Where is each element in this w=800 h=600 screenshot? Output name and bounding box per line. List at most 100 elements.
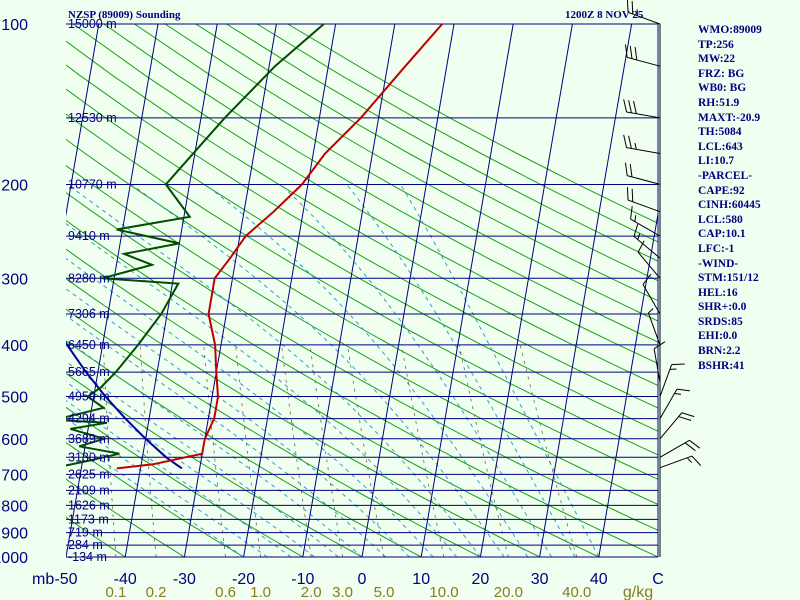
wind-barb-flag bbox=[634, 47, 638, 61]
wind-barb-flag bbox=[628, 135, 632, 149]
mixing-ratio-label: 40.0 bbox=[562, 584, 591, 600]
stat-item: LI:10.7 bbox=[698, 155, 735, 168]
isotherm bbox=[124, 24, 218, 557]
wind-barb bbox=[623, 99, 661, 119]
wind-barbs bbox=[623, 0, 702, 557]
wind-barb-half-flag bbox=[674, 392, 682, 395]
stat-item: CAPE:92 bbox=[698, 184, 745, 197]
wind-barb-shaft bbox=[627, 56, 661, 67]
wind-barb-flag bbox=[676, 388, 690, 392]
wind-barb-flag bbox=[642, 273, 652, 285]
wind-barb-shaft bbox=[659, 455, 693, 469]
wind-barb-shaft bbox=[627, 11, 661, 25]
isotherm bbox=[420, 24, 514, 557]
wind-barb-flag bbox=[624, 44, 628, 58]
wind-barb bbox=[626, 0, 661, 25]
temperature-tick-label: 10 bbox=[412, 571, 430, 588]
height-label: 5665 m bbox=[68, 365, 110, 379]
height-label: 3130 m bbox=[68, 450, 110, 464]
wind-barb-flag bbox=[624, 162, 628, 176]
wind-barb-shaft bbox=[659, 439, 690, 458]
pressure-tick-label: 200 bbox=[1, 177, 28, 194]
height-label: 7306 m bbox=[68, 307, 110, 321]
stat-item: TP:256 bbox=[698, 38, 734, 51]
wind-barb-flag bbox=[626, 187, 629, 201]
wind-barb-shaft bbox=[633, 235, 661, 259]
sounding-profiles bbox=[66, 24, 443, 470]
wind-barb bbox=[659, 363, 685, 397]
temperature-tick-label: -10 bbox=[291, 571, 314, 588]
wind-barb-shaft bbox=[626, 147, 661, 154]
wind-barb bbox=[642, 273, 661, 315]
wind-barb bbox=[624, 44, 661, 67]
pressure-tick-label: 500 bbox=[1, 390, 28, 407]
mixing-ratio-label: 1.0 bbox=[250, 584, 271, 600]
wind-barb-flag bbox=[678, 416, 692, 421]
height-label: 719 m bbox=[68, 526, 103, 540]
wind-barb bbox=[630, 206, 661, 237]
stat-item: CAP:10.1 bbox=[698, 228, 746, 241]
sounding-indices-panel: WMO:89009 TP:256 MW:22 FRZ: BG WB0: BG RH:51.… bbox=[698, 23, 762, 373]
mixing-ratio-label: 5.0 bbox=[374, 584, 395, 600]
isotherm bbox=[302, 24, 396, 557]
height-label: 6450 m bbox=[68, 338, 110, 352]
moist-adiabat bbox=[66, 399, 292, 557]
wind-barb-flag bbox=[623, 99, 628, 113]
wind-barb-flag bbox=[623, 134, 628, 148]
temperature-tick-label: -50 bbox=[54, 571, 77, 588]
stat-item: LCL:580 bbox=[698, 213, 743, 226]
wind-barb-shaft bbox=[627, 199, 661, 213]
stat-item: RH:51.9 bbox=[698, 96, 740, 109]
pressure-tick-label: 900 bbox=[1, 526, 28, 543]
valid-time: 1200Z 8 NOV 25 bbox=[565, 9, 644, 21]
wind-barb-half-flag bbox=[637, 233, 641, 240]
wind-barb bbox=[659, 455, 702, 469]
pressure-tick-label: 1000 bbox=[0, 550, 28, 567]
stat-item: CINH:60445 bbox=[698, 199, 761, 212]
isotherm bbox=[598, 211, 658, 557]
temperature-tick-label: -30 bbox=[173, 571, 196, 588]
wind-barb-shaft bbox=[637, 251, 661, 279]
isotherm bbox=[479, 24, 573, 557]
pressure-tick-label: 300 bbox=[1, 271, 28, 288]
height-label: 1173 m bbox=[68, 512, 109, 526]
wind-barb-flag bbox=[631, 188, 634, 202]
pressure-tick-label: 400 bbox=[1, 338, 28, 355]
height-label: 10770 m bbox=[68, 177, 117, 191]
wind-barb-shaft bbox=[642, 284, 661, 315]
height-label: 12530 m bbox=[68, 111, 117, 125]
wind-barb-flag bbox=[653, 341, 666, 350]
isotherm bbox=[539, 24, 633, 557]
height-label: 15000 m bbox=[68, 17, 117, 31]
isotherm bbox=[243, 24, 337, 557]
height-label: 4294 m bbox=[68, 412, 110, 426]
wind-barb bbox=[659, 439, 701, 458]
wind-barb bbox=[626, 187, 661, 213]
height-label: 3689 m bbox=[68, 432, 110, 446]
wind-barb bbox=[633, 223, 661, 259]
mixing-ratio-label: 20.0 bbox=[494, 584, 523, 600]
stat-item: EHI:0.0 bbox=[698, 330, 738, 343]
height-label: 2109 m bbox=[68, 483, 110, 497]
wind-barb-flag bbox=[633, 223, 639, 237]
axis-labels: 100200300400500600700800900100015000 m12… bbox=[0, 17, 664, 600]
isotherm bbox=[361, 24, 455, 557]
stat-item: WMO:89009 bbox=[698, 24, 762, 36]
mixing-unit-label: g/kg bbox=[623, 584, 653, 600]
isotherms bbox=[66, 24, 658, 557]
height-label: 284 m bbox=[68, 538, 103, 552]
wind-barb-flag bbox=[631, 1, 634, 15]
pressure-tick-label: 800 bbox=[1, 498, 28, 515]
stat-item: SHR+:0.0 bbox=[698, 301, 747, 314]
stat-item: STM:151/12 bbox=[698, 272, 759, 285]
stat-item: SRDS:85 bbox=[698, 315, 743, 328]
wind-barb-half-flag bbox=[636, 9, 638, 16]
isotherm bbox=[66, 24, 159, 557]
wind-barb-flag bbox=[689, 439, 701, 449]
wind-barb-half-flag bbox=[634, 215, 637, 222]
wind-barb bbox=[659, 388, 690, 419]
wind-barb-half-flag bbox=[634, 142, 637, 150]
temperature-tick-label: 30 bbox=[531, 571, 549, 588]
